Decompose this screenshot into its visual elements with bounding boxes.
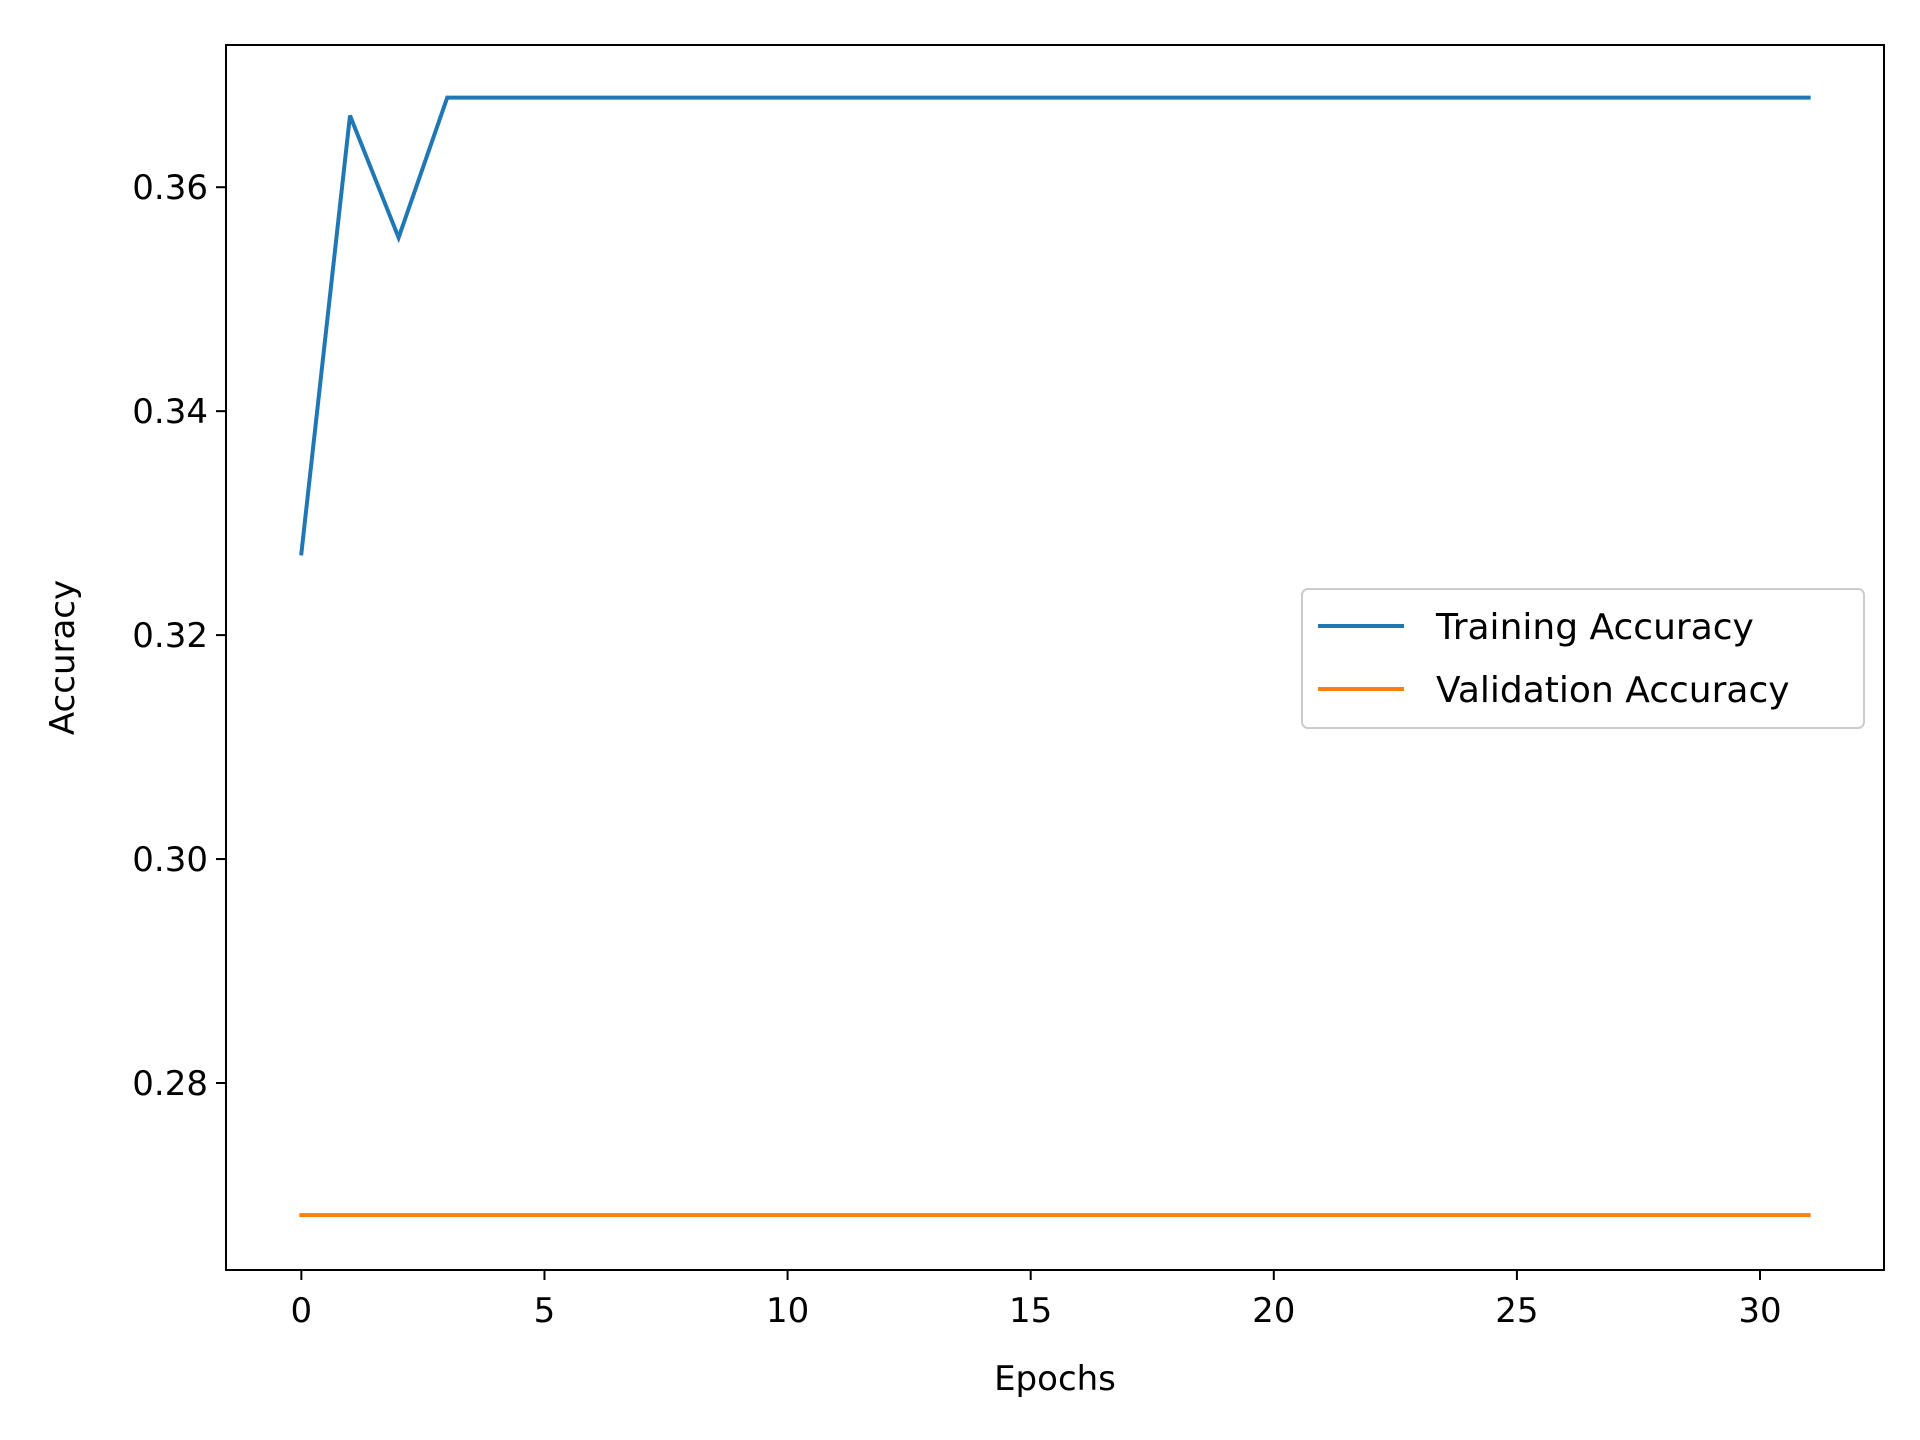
series-layer xyxy=(299,95,1811,1218)
y-axis-label: Accuracy xyxy=(43,580,83,735)
y-tick-label: 0.36 xyxy=(132,168,208,208)
y-tick-label: 0.32 xyxy=(132,616,208,656)
x-tick-label: 25 xyxy=(1495,1291,1538,1331)
legend[interactable]: Training Accuracy Validation Accuracy xyxy=(1301,588,1865,729)
x-tick-label: 5 xyxy=(534,1291,556,1331)
x-axis-ticks: 0 5 10 15 20 25 30 xyxy=(291,1270,1782,1331)
y-axis-ticks: 0.28 0.30 0.32 0.34 0.36 xyxy=(132,168,226,1104)
x-tick-label: 30 xyxy=(1738,1291,1781,1331)
x-tick-label: 0 xyxy=(291,1291,313,1331)
validation-accuracy-legend-label: Validation Accuracy xyxy=(1436,670,1790,711)
x-tick-label: 15 xyxy=(1009,1291,1052,1331)
axes-frame xyxy=(225,44,1885,1271)
x-tick-label: 20 xyxy=(1252,1291,1295,1331)
training-accuracy-line xyxy=(299,95,1811,556)
training-accuracy-legend-label: Training Accuracy xyxy=(1435,607,1754,648)
y-tick-label: 0.34 xyxy=(132,392,208,432)
x-tick-label: 10 xyxy=(766,1291,809,1331)
y-tick-label: 0.30 xyxy=(132,840,208,880)
y-tick-label: 0.28 xyxy=(132,1064,208,1104)
legend-box xyxy=(1301,588,1865,729)
x-axis-label: Epochs xyxy=(994,1359,1116,1399)
